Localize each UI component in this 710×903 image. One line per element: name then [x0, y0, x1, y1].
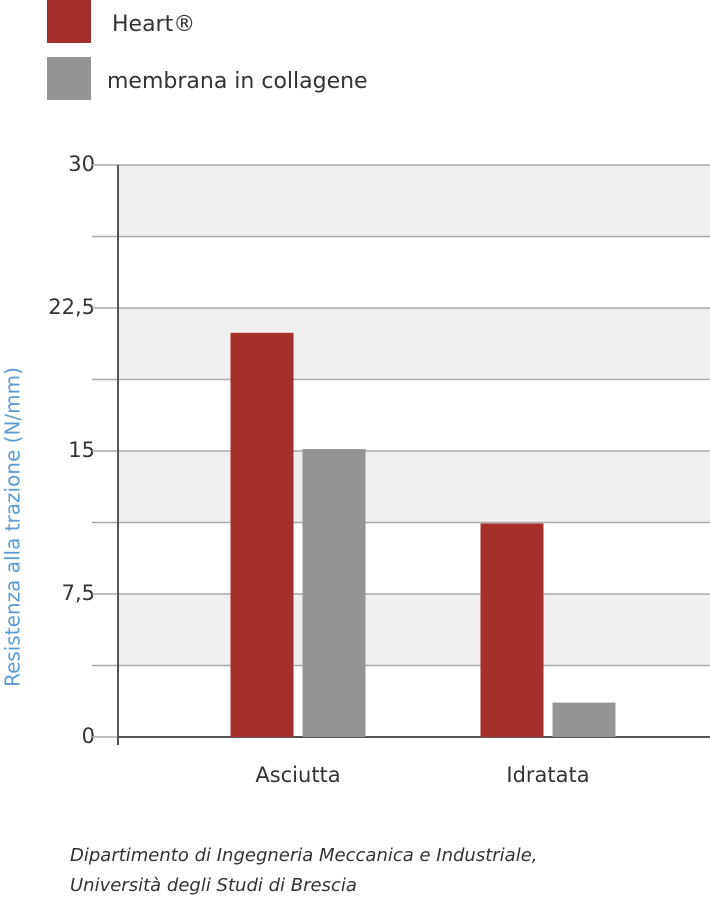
grid-band	[118, 594, 710, 666]
grid-band	[118, 165, 710, 237]
bar	[302, 449, 366, 737]
legend-label: Heart®	[112, 12, 195, 37]
grid-band	[118, 308, 710, 380]
legend-label: membrana in collagene	[107, 69, 368, 94]
legend-swatch	[47, 0, 91, 43]
y-tick-label: 22,5	[48, 295, 95, 319]
y-tick-label: 15	[68, 438, 95, 462]
x-tick-label: Idratata	[506, 763, 589, 787]
x-tick-label: Asciutta	[255, 763, 340, 787]
y-axis-label: Resistenza alla trazione (N/mm)	[1, 367, 25, 687]
bar	[552, 702, 616, 737]
bar	[230, 332, 294, 737]
grid-band	[118, 451, 710, 523]
y-tick-label: 30	[68, 152, 95, 176]
bar	[480, 523, 544, 737]
legend-swatch	[47, 57, 91, 100]
source-line: Università degli Studi di Brescia	[70, 875, 357, 896]
y-tick-label: 7,5	[62, 581, 95, 605]
source-line: Dipartimento di Ingegneria Meccanica e I…	[70, 845, 538, 866]
y-tick-label: 0	[82, 724, 95, 748]
